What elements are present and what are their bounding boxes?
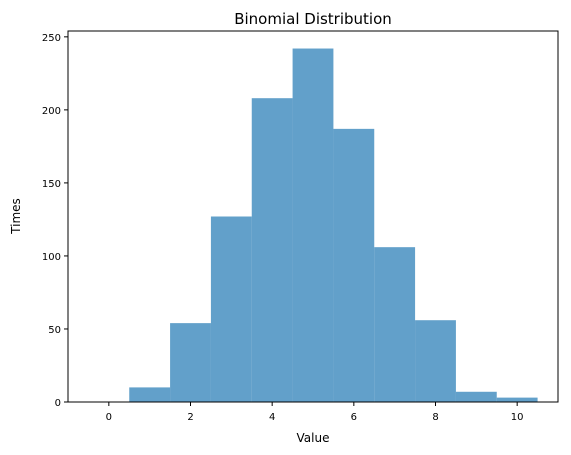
histogram-bar-7: [415, 320, 456, 402]
histogram-bar-0: [129, 387, 171, 402]
x-tick-label-1: 2: [187, 412, 193, 423]
bars-group: [129, 48, 538, 403]
x-tick-label-4: 8: [432, 412, 438, 423]
x-tick-label-3: 6: [351, 412, 357, 423]
histogram-bar-9: [496, 397, 538, 402]
x-axis-label: Value: [297, 431, 330, 445]
y-tick-label-4: 200: [42, 106, 61, 117]
y-tick-label-2: 100: [42, 252, 61, 263]
histogram-bar-8: [455, 391, 497, 402]
x-tick-label-2: 4: [269, 412, 275, 423]
y-tick-label-3: 150: [42, 179, 61, 190]
histogram-bar-5: [333, 128, 375, 403]
x-tick-label-0: 0: [106, 412, 112, 423]
plot-frame: [67, 30, 559, 403]
histogram-bar-4: [292, 48, 334, 402]
y-tick-label-0: 0: [55, 398, 61, 409]
y-tick-label-1: 50: [48, 325, 61, 336]
histogram-bar-3: [251, 98, 293, 403]
histogram-bar-2: [210, 216, 252, 402]
histogram-bar-1: [170, 323, 211, 402]
y-axis-label: Times: [9, 198, 23, 235]
y-tick-label-5: 250: [42, 33, 61, 44]
x-axis-ticks: 0 2 4 6 8 10: [106, 402, 524, 423]
x-tick-label-5: 10: [511, 412, 524, 423]
y-axis-ticks: 0 50 100 150 200 250: [42, 33, 68, 409]
chart-title: Binomial Distribution: [234, 10, 392, 28]
histogram-bar-6: [374, 247, 416, 402]
